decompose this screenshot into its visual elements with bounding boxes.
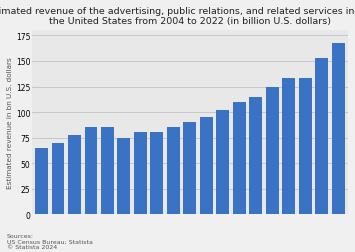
Bar — [35, 148, 48, 214]
Bar — [233, 102, 246, 214]
Bar — [51, 143, 64, 214]
Bar — [184, 123, 196, 214]
Bar — [84, 128, 97, 214]
Bar — [118, 138, 130, 214]
Bar — [282, 79, 295, 214]
Bar — [249, 97, 262, 214]
Text: Sources:
US Census Bureau; Statista
© Statista 2024: Sources: US Census Bureau; Statista © St… — [7, 233, 93, 249]
Title: Estimated revenue of the advertising, public relations, and related services ind: Estimated revenue of the advertising, pu… — [0, 7, 355, 26]
Bar — [151, 133, 163, 214]
Bar — [332, 43, 345, 214]
Bar — [315, 59, 328, 214]
Bar — [200, 118, 213, 214]
Bar — [167, 128, 180, 214]
Bar — [266, 87, 279, 214]
Y-axis label: Estimated revenue in bn U.S. dollars: Estimated revenue in bn U.S. dollars — [7, 57, 13, 188]
Bar — [68, 135, 81, 214]
Bar — [134, 133, 147, 214]
Bar — [299, 79, 312, 214]
Bar — [216, 111, 229, 214]
Bar — [101, 128, 114, 214]
